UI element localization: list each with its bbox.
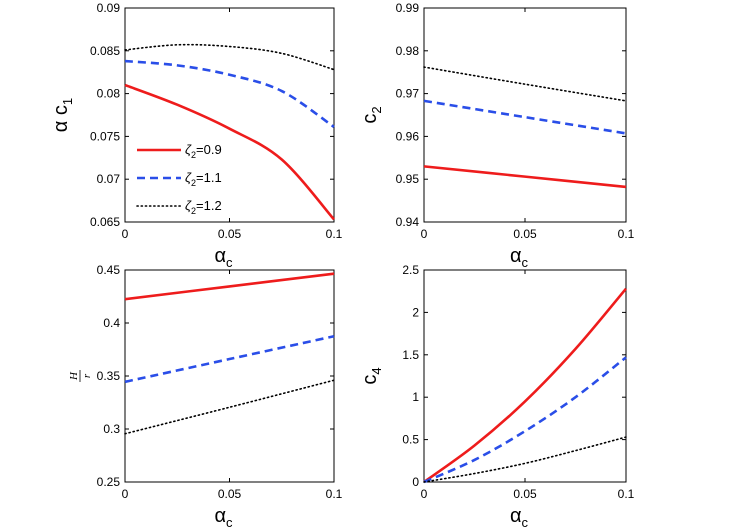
y-tick-label: 0.95 [396, 172, 420, 186]
legend-subscript: 2 [191, 178, 196, 188]
legend-symbol: ζ [185, 142, 192, 157]
x-tick-label: 0 [421, 487, 428, 501]
y-tick-label: 0.25 [97, 475, 121, 489]
series-line-3 [124, 43, 335, 71]
x-tick-label: 0.05 [218, 227, 242, 241]
y-tick-label: 0.99 [396, 1, 420, 15]
x-tick-label: 0.1 [618, 227, 635, 241]
y-tick-label: 0.94 [396, 215, 420, 229]
series-line-2 [124, 59, 335, 129]
y-axis-label-main: c [359, 375, 381, 385]
y-axis-label-main: c [359, 114, 381, 124]
series-line-2 [124, 334, 335, 384]
x-tick-label: 0 [421, 227, 428, 241]
y-tick-label: 0.08 [97, 87, 121, 101]
y-axis-label-numerator: H [68, 371, 80, 381]
legend-symbol: ζ [185, 170, 192, 185]
x-axis-label-main: α [214, 245, 226, 267]
x-axis-label-main: α [510, 245, 522, 267]
x-axis-label-sub: c [226, 255, 233, 270]
y-axis-label-main: α c [50, 105, 72, 132]
series-line-3 [423, 436, 627, 483]
x-axis-label: αc [510, 505, 529, 528]
legend-value: =1.1 [196, 170, 222, 185]
y-tick-label: 2 [412, 305, 419, 319]
y-tick-label: 0.07 [97, 172, 121, 186]
subplot-3: 0 0.05 0.1 0.25 0.3 0.35 0.4 0.45 αc H r [68, 263, 343, 528]
y-tick-label: 1.5 [402, 348, 419, 362]
x-axis-label-sub: c [226, 515, 233, 528]
series-line-3 [124, 379, 335, 435]
series-line-1 [124, 272, 335, 301]
y-axis-label-sub: 1 [60, 98, 75, 105]
x-tick-label: 0.1 [326, 227, 343, 241]
y-tick-label: 0.97 [396, 87, 420, 101]
y-tick-label: 0.09 [97, 1, 121, 15]
series-line-2 [423, 99, 627, 135]
x-axis-label: αc [214, 505, 233, 528]
x-axis-label-main: α [214, 505, 226, 527]
x-tick-label: 0 [122, 487, 129, 501]
y-axis-label-denominator: r [81, 373, 93, 378]
legend-entry-2: ζ2=1.1 [185, 170, 222, 188]
x-tick-label: 0 [122, 227, 129, 241]
y-tick-label: 1 [412, 390, 419, 404]
x-axis-label-sub: c [522, 515, 529, 528]
series-line-1 [124, 83, 335, 221]
series-line-2 [423, 356, 627, 484]
x-axis-label-sub: c [522, 255, 529, 270]
series-line-1 [423, 287, 627, 484]
y-axis-label-sub: 4 [369, 367, 384, 374]
y-tick-label: 0.35 [97, 369, 121, 383]
axes-box [423, 7, 627, 223]
y-tick-label: 0.4 [103, 316, 120, 330]
x-tick-label: 0.1 [326, 487, 343, 501]
y-tick-label: 0.065 [90, 215, 120, 229]
y-tick-label: 0.085 [90, 44, 120, 58]
legend-value: =1.2 [196, 198, 222, 213]
legend-subscript: 2 [191, 206, 196, 216]
y-tick-label: 0.98 [396, 44, 420, 58]
series-line-3 [423, 66, 627, 102]
y-tick-label: 0.96 [396, 129, 420, 143]
y-tick-label: 0 [412, 475, 419, 489]
y-axis-label: c4 [359, 367, 384, 384]
legend-entry-1: ζ2=0.9 [185, 142, 222, 160]
x-tick-label: 0.1 [618, 487, 635, 501]
x-tick-label: 0.05 [513, 227, 537, 241]
y-tick-label: 0.5 [402, 433, 419, 447]
y-axis-label-sub: 2 [369, 106, 384, 113]
legend-symbol: ζ [185, 198, 192, 213]
axes-box [124, 7, 335, 223]
x-tick-label: 0.05 [513, 487, 537, 501]
y-tick-label: 2.5 [402, 263, 419, 277]
x-axis-label: αc [214, 245, 233, 270]
x-tick-label: 0.05 [218, 487, 242, 501]
axes-box [423, 269, 627, 483]
y-tick-label: 0.45 [97, 263, 121, 277]
y-axis-label: c2 [359, 106, 384, 123]
y-tick-label: 0.3 [103, 422, 120, 436]
series-line-1 [423, 165, 627, 189]
x-axis-label: αc [510, 245, 529, 270]
y-tick-label: 0.075 [90, 129, 120, 143]
legend-value: =0.9 [196, 142, 222, 157]
legend-entry-3: ζ2=1.2 [185, 198, 222, 216]
x-axis-label-main: α [510, 505, 522, 527]
y-axis-label: α c1 [50, 98, 75, 132]
legend-subscript: 2 [191, 150, 196, 160]
